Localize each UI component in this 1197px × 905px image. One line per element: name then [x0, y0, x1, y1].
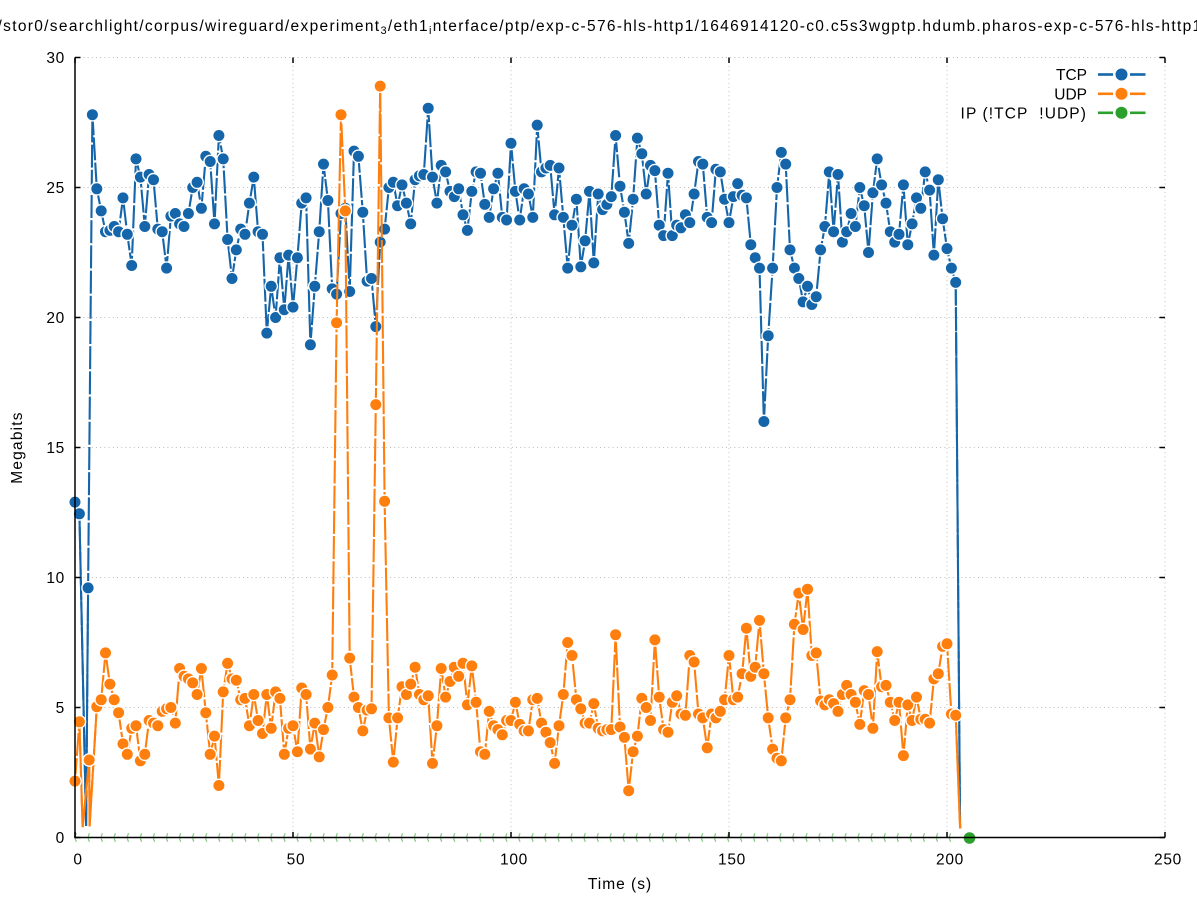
svg-text:5: 5	[56, 700, 65, 717]
svg-text:30: 30	[46, 50, 65, 67]
svg-text:100: 100	[500, 852, 528, 869]
svg-text:10: 10	[46, 570, 65, 587]
svg-text:IP (!TCP !UDP): IP (!TCP !UDP)	[961, 105, 1087, 122]
svg-text:/stor0/searchlight/corpus/wire: /stor0/searchlight/corpus/wireguard/expe…	[0, 18, 1197, 37]
svg-text:UDP: UDP	[1054, 86, 1087, 103]
svg-text:Time (s): Time (s)	[588, 876, 652, 893]
svg-text:0: 0	[56, 830, 65, 847]
svg-text:20: 20	[46, 310, 65, 327]
svg-text:Megabits: Megabits	[9, 411, 26, 484]
svg-text:0: 0	[73, 852, 82, 869]
svg-text:TCP: TCP	[1056, 67, 1087, 84]
svg-text:15: 15	[46, 440, 65, 457]
svg-text:150: 150	[718, 852, 746, 869]
svg-text:25: 25	[46, 180, 65, 197]
svg-text:50: 50	[287, 852, 306, 869]
svg-text:250: 250	[1154, 852, 1182, 869]
svg-text:200: 200	[936, 852, 964, 869]
